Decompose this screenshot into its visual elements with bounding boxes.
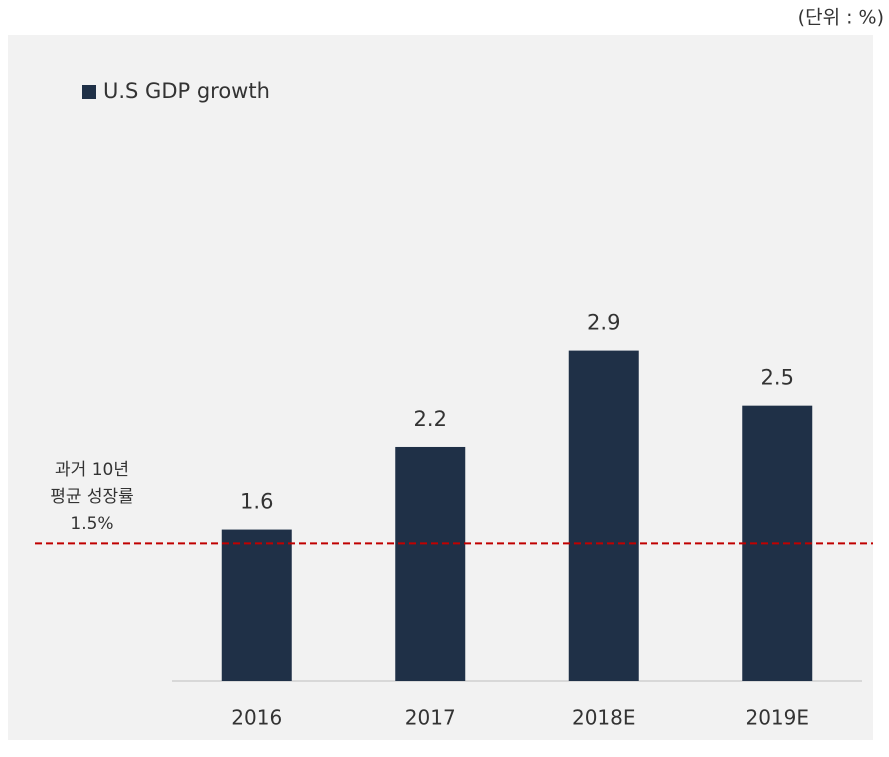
legend-label: U.S GDP growth: [103, 79, 270, 103]
bar: [221, 529, 292, 681]
value-label: 1.6: [240, 490, 273, 514]
value-label: 2.2: [414, 407, 447, 431]
legend-swatch: [82, 85, 96, 99]
value-label: 2.5: [761, 366, 794, 390]
x-tick-label: 2018E: [572, 706, 636, 730]
x-tick-label: 2019E: [745, 706, 809, 730]
reference-label: 평균 성장률: [50, 487, 134, 507]
unit-note: (단위 : %): [798, 7, 884, 29]
value-label: 2.9: [587, 311, 620, 335]
bar: [395, 446, 466, 681]
reference-label: 1.5%: [70, 514, 113, 534]
reference-label: 과거 10년: [55, 460, 129, 480]
x-tick-label: 2016: [231, 706, 282, 730]
bar: [568, 350, 639, 681]
x-tick-label: 2017: [405, 706, 456, 730]
